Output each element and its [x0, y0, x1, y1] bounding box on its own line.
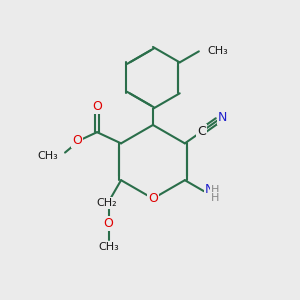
Text: CH₃: CH₃ [38, 151, 58, 160]
Text: O: O [148, 192, 158, 205]
Text: C: C [197, 125, 206, 138]
Text: CH₂: CH₂ [97, 198, 117, 208]
Text: CH₃: CH₃ [98, 242, 119, 252]
Text: CH₃: CH₃ [208, 46, 228, 56]
Text: O: O [103, 218, 113, 230]
Text: H: H [211, 185, 219, 195]
Text: H: H [211, 193, 219, 203]
Text: O: O [72, 134, 82, 147]
Text: N: N [218, 111, 227, 124]
Text: O: O [92, 100, 102, 113]
Text: N: N [205, 183, 214, 196]
